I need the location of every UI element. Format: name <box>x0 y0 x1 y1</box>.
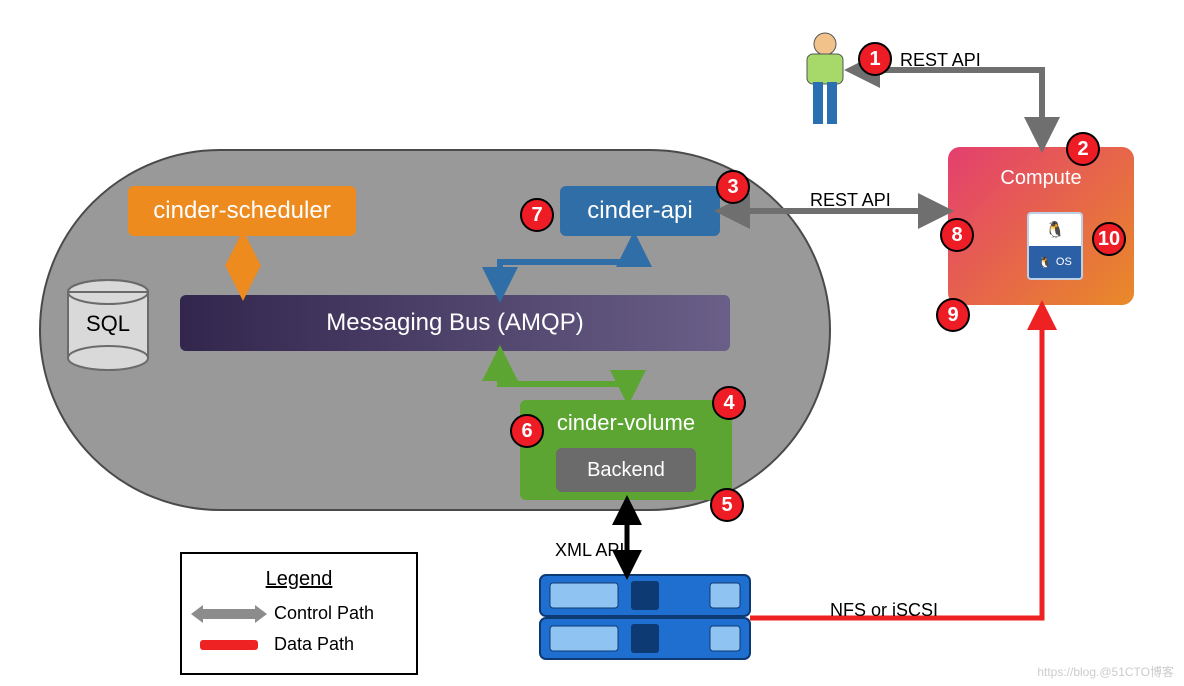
cinder-volume-label: cinder-volume <box>557 410 695 436</box>
diagram-stage: cinder-scheduler cinder-api Messaging Bu… <box>0 0 1184 686</box>
cinder-scheduler-node: cinder-scheduler <box>128 186 356 236</box>
cinder-scheduler-label: cinder-scheduler <box>153 197 330 225</box>
legend-swatch <box>200 640 258 650</box>
os-row: 🐧 OS <box>1029 246 1081 278</box>
backend-node: Backend <box>556 448 696 492</box>
step-badge-9: 9 <box>936 298 970 332</box>
tux-small-icon: 🐧 <box>1038 256 1052 269</box>
os-text: OS <box>1056 256 1072 268</box>
legend-row: Data Path <box>200 634 398 655</box>
step-badge-8: 8 <box>940 218 974 252</box>
step-badge-4: 4 <box>712 386 746 420</box>
backend-label: Backend <box>587 459 665 482</box>
legend-rows: Control Path Data Path <box>200 603 398 655</box>
legend-swatch <box>200 609 258 619</box>
legend-label: Control Path <box>274 603 374 624</box>
step-badge-7: 7 <box>520 198 554 232</box>
legend-label: Data Path <box>274 634 354 655</box>
step-badge-2: 2 <box>1066 132 1100 166</box>
messaging-bus-node: Messaging Bus (AMQP) <box>180 295 730 351</box>
os-chip: 🐧 🐧 OS <box>1027 212 1083 280</box>
step-badge-10: 10 <box>1092 222 1126 256</box>
step-badge-1: 1 <box>858 42 892 76</box>
messaging-bus-label: Messaging Bus (AMQP) <box>326 309 583 337</box>
edge-label-storage-compute: NFS or iSCSI <box>830 600 938 621</box>
legend-row: Control Path <box>200 603 398 624</box>
watermark: https://blog.@51CTO博客 <box>1037 663 1174 680</box>
cinder-api-node: cinder-api <box>560 186 720 236</box>
sql-label: SQL <box>68 311 148 337</box>
legend-box: Legend Control Path Data Path <box>180 552 418 675</box>
edge-label-user-compute: REST API <box>900 50 981 71</box>
cinder-api-label: cinder-api <box>587 197 692 225</box>
edge-label-volume-storage: XML API <box>555 540 624 561</box>
legend-title: Legend <box>200 568 398 591</box>
edge-label-compute-api: REST API <box>810 190 891 211</box>
step-badge-5: 5 <box>710 488 744 522</box>
compute-label: Compute <box>1000 167 1081 190</box>
step-badge-3: 3 <box>716 170 750 204</box>
tux-icon: 🐧 <box>1029 214 1081 246</box>
step-badge-6: 6 <box>510 414 544 448</box>
